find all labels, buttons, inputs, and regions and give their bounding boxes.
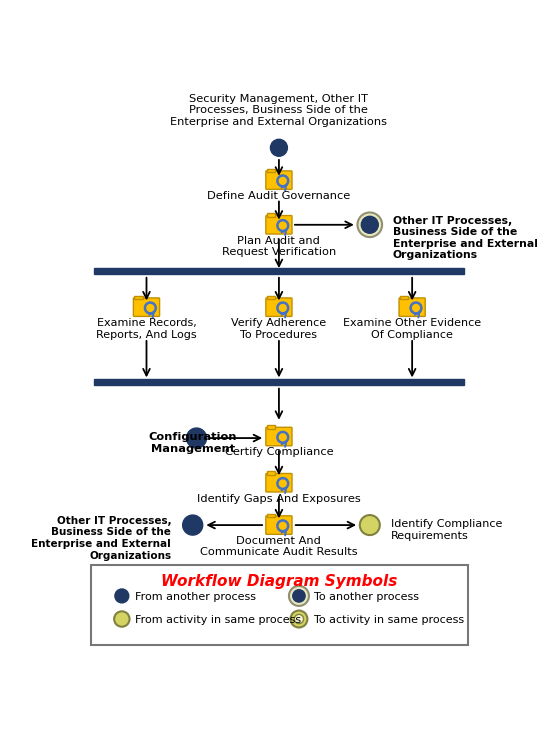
Circle shape xyxy=(358,213,382,237)
Bar xyxy=(267,425,275,429)
Text: From activity in same process: From activity in same process xyxy=(135,616,301,625)
Circle shape xyxy=(186,428,207,448)
FancyBboxPatch shape xyxy=(91,565,468,645)
Text: Verify Adherence
To Procedures: Verify Adherence To Procedures xyxy=(232,318,326,340)
Text: To activity in same process: To activity in same process xyxy=(314,616,464,625)
Circle shape xyxy=(289,586,309,606)
Text: Identify Gaps And Exposures: Identify Gaps And Exposures xyxy=(197,493,361,504)
FancyBboxPatch shape xyxy=(266,216,292,234)
FancyBboxPatch shape xyxy=(266,428,292,446)
Text: From another process: From another process xyxy=(135,592,256,602)
Bar xyxy=(400,295,408,300)
Bar xyxy=(267,295,275,300)
Circle shape xyxy=(360,515,380,535)
FancyBboxPatch shape xyxy=(266,298,292,317)
Text: Security Management, Other IT
Processes, Business Side of the
Enterprise and Ext: Security Management, Other IT Processes,… xyxy=(171,94,387,127)
Text: Examine Other Evidence
Of Compliance: Examine Other Evidence Of Compliance xyxy=(343,318,481,340)
Text: Examine Records,
Reports, And Logs: Examine Records, Reports, And Logs xyxy=(96,318,197,340)
Bar xyxy=(267,169,275,173)
Text: Define Audit Governance: Define Audit Governance xyxy=(207,191,350,201)
Bar xyxy=(267,514,275,518)
Text: Other IT Processes,
Business Side of the
Enterprise and External
Organizations: Other IT Processes, Business Side of the… xyxy=(393,216,538,260)
Text: Certify Compliance: Certify Compliance xyxy=(225,447,333,458)
Circle shape xyxy=(270,140,287,156)
FancyBboxPatch shape xyxy=(399,298,425,317)
FancyBboxPatch shape xyxy=(134,298,160,317)
Text: To another process: To another process xyxy=(314,592,419,602)
Bar xyxy=(94,268,464,274)
Text: Configuration
Management: Configuration Management xyxy=(148,432,237,453)
Text: Workflow Diagram Symbols: Workflow Diagram Symbols xyxy=(161,575,397,589)
FancyBboxPatch shape xyxy=(266,171,292,189)
Text: Document And
Communicate Audit Results: Document And Communicate Audit Results xyxy=(200,536,358,558)
Circle shape xyxy=(290,610,307,627)
FancyBboxPatch shape xyxy=(266,474,292,492)
FancyBboxPatch shape xyxy=(266,516,292,534)
Text: Plan Audit and
Request Verification: Plan Audit and Request Verification xyxy=(222,235,336,257)
Bar xyxy=(134,295,143,300)
Circle shape xyxy=(293,590,305,602)
Bar xyxy=(267,213,275,217)
Circle shape xyxy=(114,611,130,626)
Circle shape xyxy=(115,589,129,603)
Text: Other IT Processes,
Business Side of the
Enterprise and External
Organizations: Other IT Processes, Business Side of the… xyxy=(32,516,171,561)
Bar xyxy=(94,379,464,385)
Bar xyxy=(267,471,275,475)
Circle shape xyxy=(294,614,304,624)
Text: Identify Compliance
Requirements: Identify Compliance Requirements xyxy=(391,519,502,540)
Circle shape xyxy=(361,216,378,233)
Circle shape xyxy=(183,515,203,535)
